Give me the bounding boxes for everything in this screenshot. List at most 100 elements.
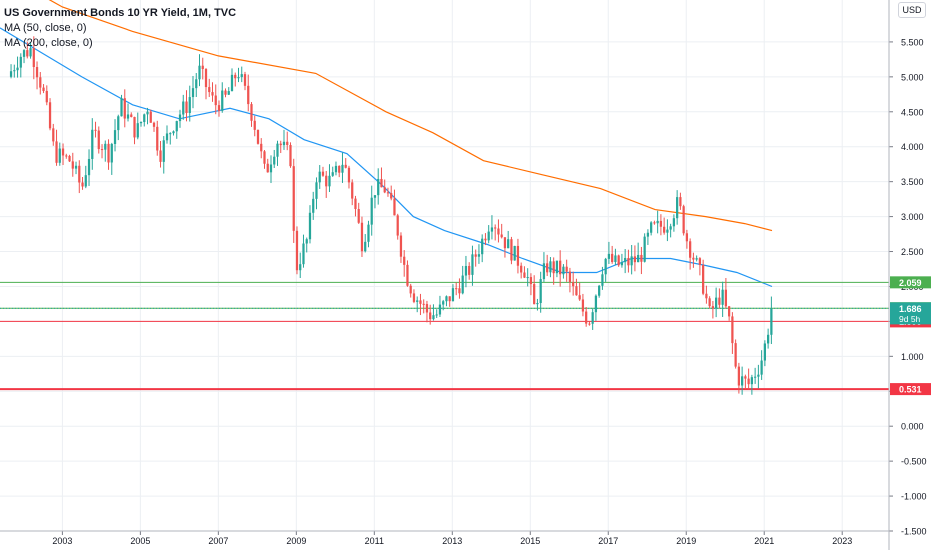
candle-body: [299, 264, 302, 271]
candle-body: [724, 289, 728, 307]
candle-body: [308, 212, 312, 240]
candle-body: [237, 77, 240, 79]
candle-body: [627, 257, 630, 266]
candle-body: [575, 286, 578, 296]
candle-body: [555, 260, 559, 274]
candle-body: [510, 239, 513, 261]
candle-body: [126, 114, 130, 119]
candle-body: [685, 233, 689, 242]
candle-body: [198, 65, 201, 80]
x-tick-label: 2009: [286, 536, 306, 546]
candle-body: [591, 312, 594, 324]
x-tick-label: 2015: [520, 536, 540, 546]
candle-body: [737, 366, 741, 386]
candle-body: [195, 79, 198, 89]
candle-body: [227, 91, 230, 95]
candle-body: [295, 230, 299, 271]
hline-label: 2.059: [899, 278, 922, 288]
candle-body: [256, 129, 260, 144]
candle-body: [578, 295, 581, 300]
candle-body: [383, 187, 386, 193]
candle-body: [682, 206, 685, 234]
candle-body: [604, 258, 607, 275]
candle-body: [87, 158, 91, 176]
candle-body: [562, 266, 565, 275]
candle-body: [247, 85, 250, 105]
legend-ma200[interactable]: MA (200, close, 0): [4, 37, 93, 49]
y-tick-label: 5.000: [901, 72, 924, 82]
legend-title: US Government Bonds 10 YR Yield, 1M, TVC: [4, 7, 237, 19]
candle-body: [338, 165, 341, 173]
candle-body: [162, 140, 165, 162]
ma200-path: [48, 0, 773, 232]
candle-body: [42, 87, 45, 91]
candle-body: [614, 255, 617, 262]
candle-body: [156, 126, 159, 151]
candle-body: [260, 143, 263, 152]
candle-body: [448, 296, 451, 302]
candle-body: [146, 111, 149, 115]
candle-body: [656, 220, 659, 224]
candle-body: [370, 197, 373, 225]
candle-body: [61, 148, 65, 156]
legend-ma50[interactable]: MA (50, close, 0): [4, 22, 87, 34]
candle-body: [107, 143, 110, 163]
candle-body: [152, 122, 156, 127]
candle-body: [588, 323, 591, 325]
candle-body: [354, 198, 357, 210]
candle-body: [403, 256, 406, 265]
candle-body: [416, 300, 419, 302]
chart-legend: US Government Bonds 10 YR Yield, 1M, TVC…: [4, 6, 236, 51]
candle-body: [117, 116, 120, 131]
candle-body: [455, 288, 458, 290]
candle-body: [328, 175, 331, 187]
candle-body: [672, 218, 676, 227]
candle-body: [432, 315, 435, 320]
candle-body: [409, 285, 412, 294]
bar-countdown-label: 9d 5h: [899, 314, 921, 324]
candle-body: [734, 343, 737, 367]
candle-body: [39, 77, 42, 88]
candle-body: [750, 377, 754, 385]
grid-lines: [0, 0, 889, 532]
candle-body: [139, 121, 143, 124]
currency-button[interactable]: USD: [898, 2, 926, 18]
y-tick-label: 5.500: [901, 37, 924, 47]
candle-body: [149, 111, 152, 123]
candle-body: [386, 192, 390, 194]
candle-body: [201, 65, 204, 70]
candle-body: [594, 295, 598, 313]
candle-body: [130, 114, 133, 117]
candle-body: [399, 235, 403, 257]
candle-body: [312, 198, 315, 213]
ma50-path: [0, 27, 773, 288]
candle-body: [477, 254, 481, 257]
candle-body: [653, 222, 656, 224]
candle-body: [633, 256, 637, 263]
candle-body: [715, 297, 718, 309]
y-tick-label: 3.500: [901, 177, 924, 187]
candle-body: [523, 272, 526, 278]
last-price-label: 1.686: [899, 304, 922, 314]
candle-body: [97, 130, 100, 150]
candle-body: [344, 164, 347, 168]
candle-body: [718, 297, 721, 305]
candle-body: [13, 70, 16, 72]
candle-body: [705, 293, 708, 299]
candle-body: [702, 264, 705, 294]
candle-body: [520, 265, 523, 273]
last-price-label-bg: [890, 302, 931, 325]
candle-body: [68, 155, 71, 162]
candle-body: [422, 303, 425, 305]
candle-body: [188, 97, 191, 114]
candle-body: [500, 234, 503, 238]
candle-body: [143, 114, 146, 122]
candle-body: [659, 220, 663, 227]
candle-body: [136, 123, 139, 138]
candle-body: [565, 266, 568, 272]
x-tick-label: 2007: [208, 536, 228, 546]
candle-body: [624, 257, 627, 263]
candle-body: [471, 254, 474, 275]
